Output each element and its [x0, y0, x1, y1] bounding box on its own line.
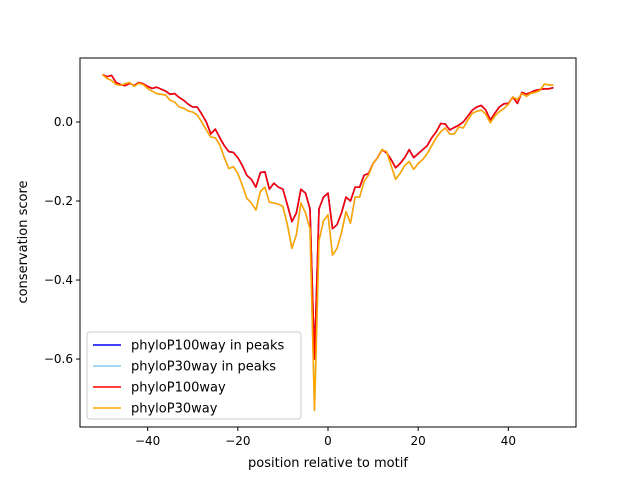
x-tick-label: −40 [135, 434, 160, 448]
series-line-3 [101, 73, 554, 412]
series-line-2 [102, 73, 554, 360]
legend-label: phyloP30way [131, 402, 218, 417]
x-tick-label: 40 [501, 434, 516, 448]
y-axis: −0.6 −0.4 −0.2 0.0 [44, 115, 80, 366]
legend-label: phyloP30way in peaks [131, 360, 276, 375]
y-tick-label: −0.6 [44, 352, 73, 366]
x-axis: −40 −20 0 20 40 [135, 427, 516, 448]
x-tick-label: 20 [411, 434, 426, 448]
y-tick-label: −0.4 [44, 273, 73, 287]
x-tick-label: −20 [225, 434, 250, 448]
series-lines [101, 73, 554, 412]
x-axis-label: position relative to motif [248, 456, 408, 471]
y-tick-label: 0.0 [54, 115, 73, 129]
legend-label: phyloP100way in peaks [131, 339, 285, 354]
y-tick-label: −0.2 [44, 194, 73, 208]
legend-label: phyloP100way [131, 381, 226, 396]
y-axis-label: conservation score [16, 180, 31, 303]
legend-box [86, 331, 302, 420]
legend: phyloP100way in peaks phyloP30way in peak… [86, 331, 302, 420]
x-tick-label: 0 [324, 434, 332, 448]
